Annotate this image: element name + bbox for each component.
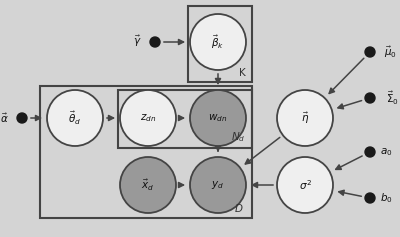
Circle shape [47, 90, 103, 146]
Circle shape [120, 157, 176, 213]
Bar [40, 86, 252, 218]
Circle shape [120, 90, 176, 146]
Circle shape [365, 47, 375, 57]
Bar [118, 90, 252, 148]
Circle shape [190, 90, 246, 146]
Circle shape [365, 147, 375, 157]
Circle shape [277, 157, 333, 213]
Circle shape [365, 193, 375, 203]
Circle shape [17, 113, 27, 123]
Circle shape [277, 90, 333, 146]
Text: $a_0$: $a_0$ [380, 146, 392, 158]
Circle shape [190, 157, 246, 213]
Text: $N_d$: $N_d$ [230, 130, 245, 144]
Text: $b_0$: $b_0$ [380, 191, 392, 205]
Text: $\vec{\theta}_d$: $\vec{\theta}_d$ [68, 109, 82, 127]
Text: $\vec{\eta}$: $\vec{\eta}$ [301, 110, 309, 126]
Circle shape [150, 37, 160, 47]
Text: $\vec{\alpha}$: $\vec{\alpha}$ [0, 111, 8, 125]
Text: $\sigma^2$: $\sigma^2$ [298, 178, 312, 192]
Text: $D$: $D$ [234, 202, 244, 214]
Text: $y_d$: $y_d$ [212, 179, 224, 191]
Circle shape [365, 93, 375, 103]
Text: $z_{dn}$: $z_{dn}$ [140, 112, 156, 124]
Text: $\vec{\beta}_k$: $\vec{\beta}_k$ [212, 33, 224, 51]
Bar [188, 6, 252, 82]
Text: $\vec{\Sigma}_0$: $\vec{\Sigma}_0$ [386, 89, 398, 107]
Text: K: K [239, 68, 246, 78]
Text: $w_{dn}$: $w_{dn}$ [208, 112, 228, 124]
Text: $\vec{\mu}_0$: $\vec{\mu}_0$ [384, 44, 396, 60]
Circle shape [190, 14, 246, 70]
Text: $\vec{\gamma}$: $\vec{\gamma}$ [133, 33, 141, 49]
Text: $\vec{x}_d$: $\vec{x}_d$ [142, 177, 154, 193]
